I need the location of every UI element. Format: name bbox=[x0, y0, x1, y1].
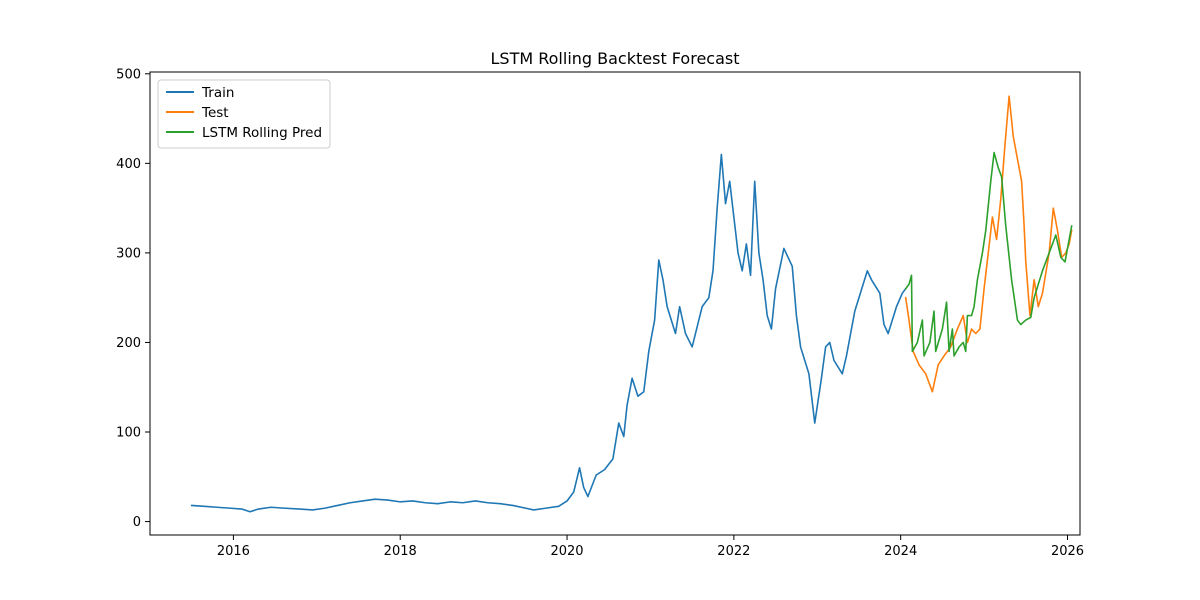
x-tick-label: 2020 bbox=[550, 544, 583, 559]
y-tick-label: 200 bbox=[116, 336, 141, 351]
legend-box bbox=[157, 79, 331, 149]
series-line-lstm-rolling-pred bbox=[904, 151, 1073, 357]
y-tick-label: 500 bbox=[116, 67, 141, 82]
plot-area bbox=[190, 95, 1073, 513]
legend-label-test: Test bbox=[201, 105, 229, 121]
x-tick-label: 2016 bbox=[217, 544, 250, 559]
legend-label-train: Train bbox=[201, 85, 234, 101]
y-tick-label: 0 bbox=[133, 515, 141, 530]
legend: Train Test LSTM Rolling Pred bbox=[157, 79, 331, 149]
x-tick-label: 2022 bbox=[717, 544, 750, 559]
legend-label-lstm-rolling-pred: LSTM Rolling Pred bbox=[202, 125, 322, 141]
y-tick-label: 400 bbox=[116, 157, 141, 172]
x-tick-label: 2018 bbox=[384, 544, 417, 559]
chart-title: LSTM Rolling Backtest Forecast bbox=[491, 49, 740, 68]
series-line-test bbox=[904, 95, 1073, 393]
axes: 2016 2018 2020 2022 2024 2026 0 100 200 300 400 500 bbox=[116, 67, 1084, 559]
x-tick-label: 2026 bbox=[1051, 544, 1084, 559]
y-tick-label: 300 bbox=[116, 246, 141, 261]
series-line-train bbox=[190, 153, 907, 513]
y-tick-label: 100 bbox=[116, 426, 141, 441]
axes-frame bbox=[149, 71, 1081, 536]
x-tick-label: 2024 bbox=[884, 544, 917, 559]
